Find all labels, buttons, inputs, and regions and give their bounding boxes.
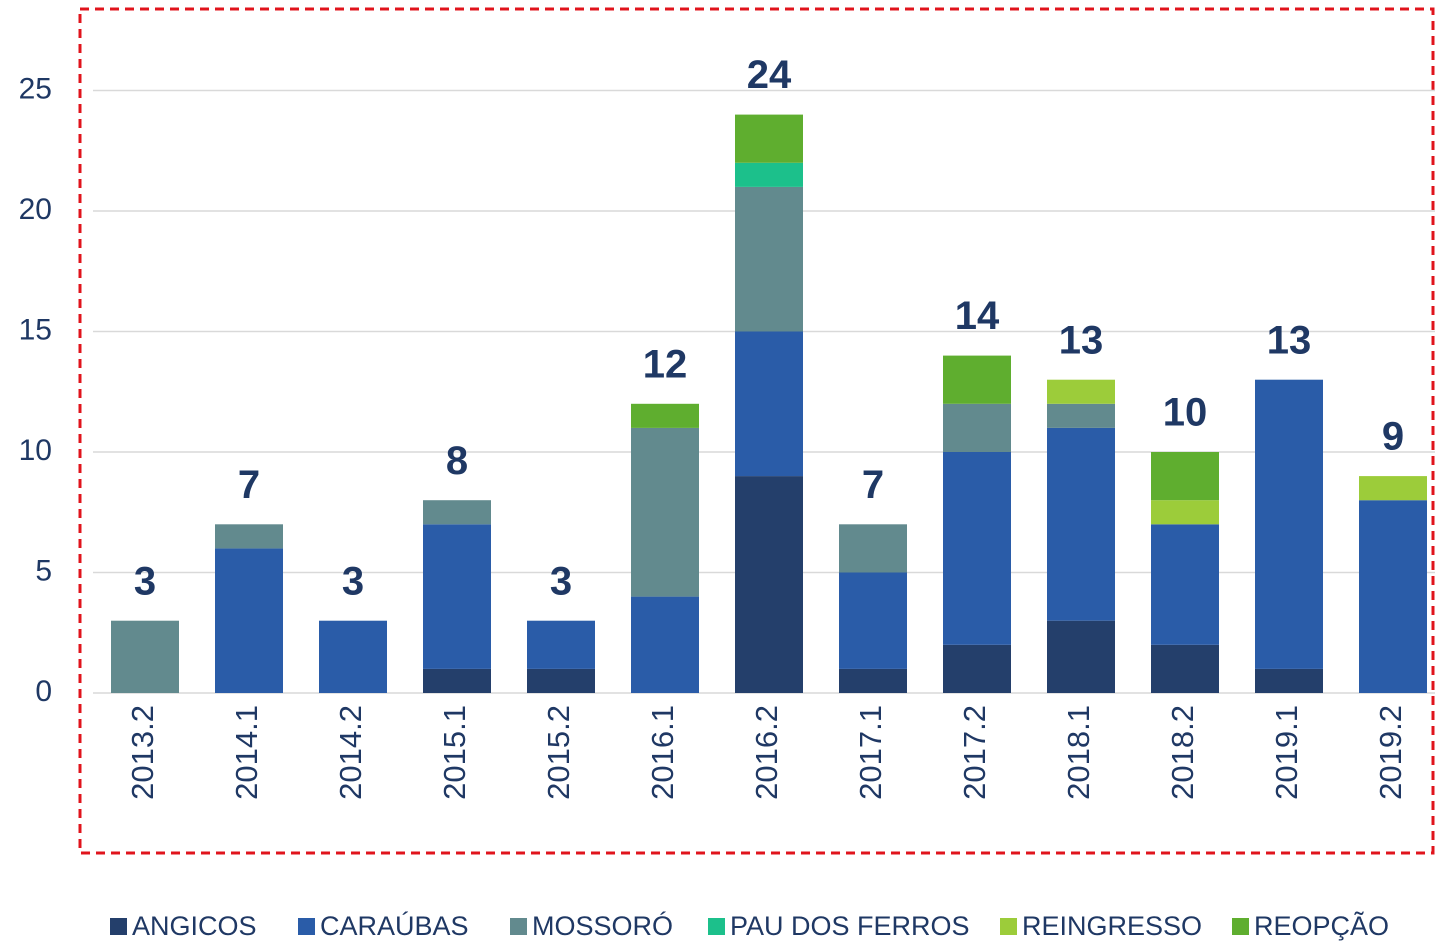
bar-segment — [1151, 524, 1219, 645]
bar-segment — [1047, 427, 1115, 621]
bar-segment — [839, 572, 907, 669]
bar-segment — [423, 500, 491, 525]
bar-segment — [1359, 500, 1427, 693]
total-label: 13 — [1059, 318, 1104, 362]
bar-segment — [1255, 379, 1323, 669]
x-tick-label: 2013.2 — [125, 705, 160, 800]
y-tick-label: 0 — [35, 675, 52, 708]
frame — [78, 7, 1435, 855]
x-tick-label: 2016.1 — [645, 705, 680, 800]
x-tick-label: 2017.2 — [957, 705, 992, 800]
y-tick-label: 15 — [19, 313, 52, 346]
y-tick-label: 25 — [19, 72, 52, 105]
legend-swatch — [298, 918, 315, 935]
bar-segment — [631, 596, 699, 693]
bar-segment — [1047, 403, 1115, 428]
bar-segment — [1359, 476, 1427, 501]
bar-segment — [1151, 452, 1219, 501]
bar-segment — [631, 403, 699, 428]
total-label: 14 — [955, 294, 1000, 338]
bar-segment — [735, 476, 803, 693]
total-label: 9 — [1382, 415, 1404, 459]
bar-segment — [1047, 620, 1115, 693]
bar-segment — [215, 548, 283, 693]
bar-segment — [319, 620, 387, 693]
bar-segment — [423, 668, 491, 693]
x-tick-label: 2017.1 — [853, 705, 888, 800]
x-tick-label: 2014.2 — [333, 705, 368, 800]
bar-segment — [423, 524, 491, 669]
legend-swatch — [1232, 918, 1249, 935]
bar-segment — [1151, 500, 1219, 525]
bar-segment — [527, 620, 595, 669]
bar-segment — [943, 355, 1011, 404]
y-tick-label: 10 — [19, 434, 52, 467]
bar-segment — [943, 403, 1011, 452]
x-tick-label: 2014.1 — [229, 705, 264, 800]
bar-segment — [943, 452, 1011, 645]
bar-segment — [735, 114, 803, 163]
bar-segment — [735, 331, 803, 477]
bar-segment — [631, 427, 699, 597]
legend-label: MOSSORÓ — [532, 910, 673, 941]
bar-segment — [943, 644, 1011, 693]
x-tick-label: 2019.2 — [1373, 705, 1408, 800]
bar-segment — [735, 186, 803, 332]
bar-segment — [527, 668, 595, 693]
y-tick-label: 5 — [35, 554, 52, 587]
total-label: 7 — [862, 463, 884, 507]
total-label: 8 — [446, 439, 468, 483]
legend-label: REINGRESSO — [1022, 911, 1202, 941]
bar-segment — [1151, 644, 1219, 693]
y-tick-label: 20 — [19, 193, 52, 226]
x-tick-label: 2015.1 — [437, 705, 472, 800]
bar-segment — [215, 524, 283, 549]
total-label: 10 — [1163, 391, 1208, 435]
legend-label: ANGICOS — [132, 911, 257, 941]
total-label: 3 — [342, 559, 364, 603]
legend-swatch — [110, 918, 127, 935]
x-tick-label: 2019.1 — [1269, 705, 1304, 800]
bar-segment — [839, 668, 907, 693]
total-label: 7 — [238, 463, 260, 507]
bar-segment — [735, 162, 803, 187]
bar-segment — [839, 524, 907, 573]
x-tick-label: 2015.2 — [541, 705, 576, 800]
total-label: 12 — [643, 342, 688, 386]
legend-swatch — [510, 918, 527, 935]
total-label: 24 — [747, 53, 792, 97]
legend-label: PAU DOS FERROS — [730, 911, 970, 941]
legend-swatch — [708, 918, 725, 935]
legend-swatch — [1000, 918, 1017, 935]
x-tick-label: 2018.1 — [1061, 705, 1096, 800]
legend-label: REOPÇÃO — [1254, 910, 1389, 941]
bar-segment — [1255, 668, 1323, 693]
total-label: 3 — [134, 559, 156, 603]
total-label: 3 — [550, 559, 572, 603]
total-label: 13 — [1267, 318, 1312, 362]
legend-label: CARAÚBAS — [320, 910, 469, 941]
bar-segment — [1047, 379, 1115, 404]
x-tick-label: 2018.2 — [1165, 705, 1200, 800]
bar-segment — [111, 620, 179, 693]
x-tick-label: 2016.2 — [749, 705, 784, 800]
